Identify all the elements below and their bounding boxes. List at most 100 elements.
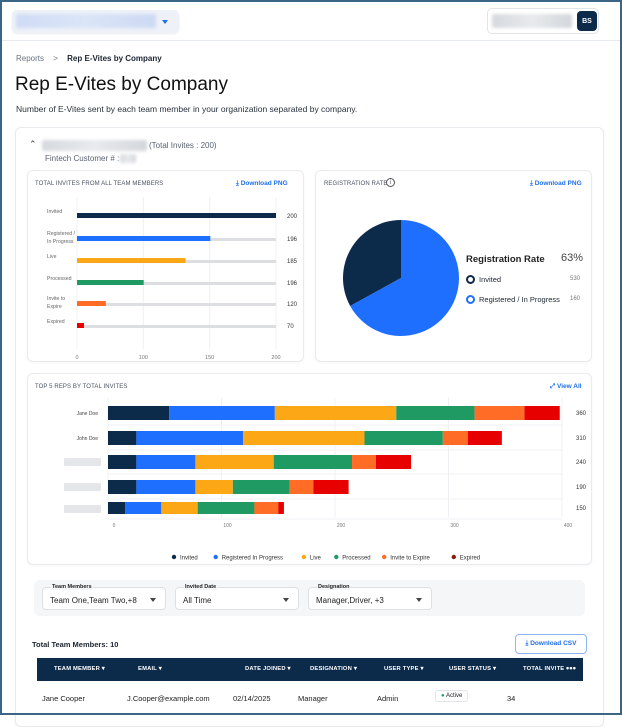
tick-label: 300: [450, 523, 459, 529]
status-badge: ● Active: [435, 690, 469, 702]
designation-filter[interactable]: Designation Manager,Driver, +3: [308, 584, 432, 610]
download-png-button[interactable]: ⤓ Download PNG: [236, 180, 288, 187]
total-label: 360: [576, 411, 587, 417]
download-png-label: Download PNG: [240, 180, 288, 187]
legend-value-registered: 160: [570, 296, 581, 302]
bar-segment-invited: [108, 455, 137, 469]
view-all-label: View All: [557, 383, 582, 390]
table-header: TEAM MEMBER ▾ EMAIL ▾ DATE JOINED ▾ DESI…: [37, 658, 583, 681]
more-options-icon[interactable]: •••: [566, 663, 577, 673]
page-subtitle: Number of E-Vites sent by each team memb…: [16, 104, 358, 114]
legend-label: Invite to Expire: [390, 556, 430, 562]
legend-value-invited: 530: [570, 276, 581, 282]
bar-invite-to-expire: [77, 301, 106, 306]
legend-label: Expired: [460, 556, 480, 562]
cell-total-invite: 34: [507, 694, 516, 703]
download-csv-label: Download CSV: [530, 640, 577, 647]
value-label: 70: [287, 324, 294, 330]
bar-segment-invite-to-expire: [352, 455, 376, 469]
legend-label-registered: Registered / In Progress: [479, 295, 560, 304]
bar-track: [77, 325, 276, 328]
column-date-joined[interactable]: DATE JOINED ▾: [245, 666, 291, 672]
filter-value: Team One,Team Two,+8: [50, 596, 137, 605]
bar-segment-invite-to-expire: [254, 502, 279, 514]
bar-segment-expired: [375, 455, 412, 469]
rep-name-redacted: [64, 458, 101, 466]
rep-name-redacted: [64, 505, 101, 513]
legend-marker: [213, 554, 218, 560]
column-total-invite[interactable]: TOTAL INVITE: [523, 666, 565, 672]
total-invites-card: TOTAL INVITES FROM ALL TEAM MEMBERS ⤓ Do…: [27, 170, 304, 362]
organization-selector[interactable]: [12, 10, 179, 33]
category-label: Expire: [47, 304, 62, 310]
bar-registered-in-progress: [77, 236, 211, 241]
cell-designation: Manager: [298, 694, 328, 703]
bar-segment-live: [195, 455, 274, 469]
legend-label: Processed: [342, 556, 370, 562]
breadcrumb: Reports > Rep E-Vites by Company: [16, 54, 162, 63]
registration-rate-card: REGISTRATION RATE i ⤓ Download PNG Regis…: [315, 170, 592, 362]
caret-down-icon: [283, 598, 289, 602]
filter-label: Invited Date: [184, 584, 218, 590]
bar-segment-expired: [278, 502, 284, 514]
info-icon[interactable]: i: [386, 178, 395, 187]
rate-label: Registration Rate: [466, 254, 545, 265]
legend-label: Invited: [180, 556, 198, 562]
bar-segment-registered-in-progress: [169, 406, 275, 420]
tick-label: 0: [75, 355, 78, 361]
rep-name-redacted: [64, 483, 101, 491]
tick-label: 0: [113, 523, 116, 529]
legend-marker: [301, 554, 307, 560]
company-total-invites: (Total Invites : 200): [149, 141, 217, 150]
download-csv-button[interactable]: ⤓ Download CSV: [515, 634, 587, 654]
bar-segment-live: [243, 431, 365, 445]
legend-marker-registered: [466, 295, 475, 304]
organization-name-redacted: [16, 14, 156, 28]
bar-segment-invited: [108, 480, 137, 494]
tick-label: 100: [223, 523, 232, 529]
view-all-button[interactable]: ⤢ View All: [550, 383, 582, 390]
column-user-status[interactable]: USER STATUS ▾: [449, 666, 497, 672]
category-label: Expired: [47, 319, 65, 325]
value-label: 120: [287, 302, 298, 308]
chart-title: REGISTRATION RATE: [324, 181, 388, 187]
chart-title: TOTAL INVITES FROM ALL TEAM MEMBERS: [35, 181, 164, 187]
company-name-redacted: [42, 140, 147, 151]
rep-name: Jane Doe: [77, 411, 99, 417]
total-label: 150: [576, 506, 587, 512]
bar-segment-expired: [467, 431, 502, 445]
breadcrumb-reports[interactable]: Reports: [16, 54, 45, 63]
column-team-member[interactable]: TEAM MEMBER ▾: [54, 666, 105, 672]
legend-marker: [382, 554, 387, 560]
tick-label: 200: [337, 523, 346, 529]
value-label: 196: [287, 237, 298, 243]
download-png-button[interactable]: ⤓ Download PNG: [530, 180, 582, 187]
bar-segment-processed: [364, 431, 443, 445]
cell-user-type: Admin: [377, 694, 399, 703]
customer-number-label: Fintech Customer # :: [45, 154, 120, 163]
column-designation[interactable]: DESIGNATION ▾: [310, 666, 357, 672]
filter-panel: Team Members Team One,Team Two,+8 Invited…: [34, 580, 585, 616]
table-row[interactable]: Jane Cooper J.Cooper@example.com 02/14/2…: [37, 682, 583, 712]
total-label: 240: [576, 460, 587, 466]
category-label: Processed: [47, 276, 72, 282]
bar-invited: [77, 213, 276, 218]
column-user-type[interactable]: USER TYPE ▾: [384, 666, 424, 672]
bar-segment-invited: [108, 406, 170, 420]
bar-segment-registered-in-progress: [136, 455, 196, 469]
tick-label: 150: [205, 355, 214, 361]
bar-track: [77, 303, 276, 306]
top-reps-card: TOP 5 REPS BY TOTAL INVITES ⤢ View All 0…: [27, 373, 592, 565]
team-members-filter[interactable]: Team Members Team One,Team Two,+8: [42, 584, 166, 610]
avatar[interactable]: BS: [577, 11, 597, 31]
category-label: Invited: [47, 209, 62, 215]
user-menu[interactable]: BS: [487, 8, 599, 34]
invited-date-filter[interactable]: Invited Date All Time: [175, 584, 299, 610]
legend-label-invited: Invited: [479, 275, 502, 284]
collapse-chevron-icon[interactable]: ⌃: [29, 139, 37, 149]
category-label: Registered /: [47, 231, 76, 237]
page-title: Rep E-Vites by Company: [15, 74, 228, 95]
bar-segment-registered-in-progress: [136, 431, 244, 445]
legend-label: Live: [310, 556, 322, 562]
column-email[interactable]: EMAIL ▾: [138, 666, 162, 672]
